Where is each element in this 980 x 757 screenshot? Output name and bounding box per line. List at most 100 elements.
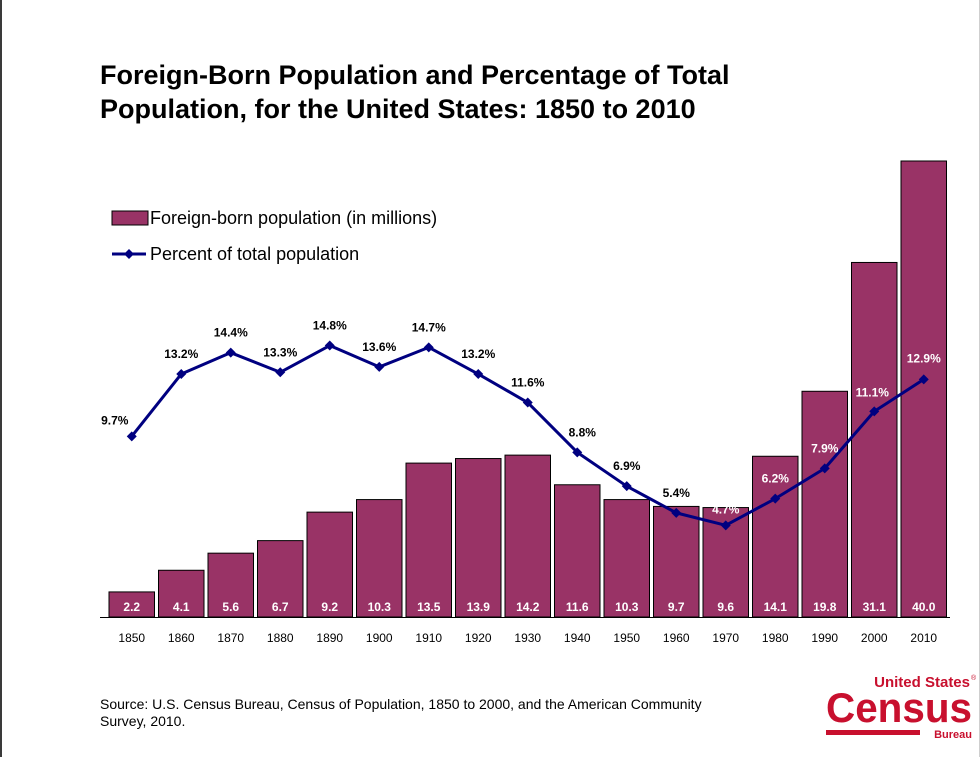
x-tick-label-1930: 1930 — [514, 631, 541, 645]
x-tick-label-1940: 1940 — [564, 631, 591, 645]
bar-1910 — [405, 462, 452, 618]
source-note-line-2: Survey, 2010. — [100, 713, 186, 729]
x-tick-label-1970: 1970 — [712, 631, 739, 645]
percent-label-1970: 4.7% — [712, 502, 740, 516]
bar-1890 — [306, 511, 353, 618]
bar-value-label-1850: 2.2 — [123, 600, 140, 614]
x-tick-label-1990: 1990 — [811, 631, 838, 645]
chart-title: Foreign-Born Population and Percentage o… — [100, 58, 860, 126]
percent-label-1960: 5.4% — [663, 486, 691, 500]
x-tick-label-1890: 1890 — [316, 631, 343, 645]
bar-value-label-1940: 11.6 — [566, 600, 589, 614]
bar-value-label-1960: 9.7 — [668, 600, 685, 614]
percent-marker-1920 — [473, 369, 484, 380]
percent-label-1980: 6.2% — [762, 472, 790, 486]
chart-title-line-1: Foreign-Born Population and Percentage o… — [100, 60, 730, 90]
bar-value-label-1990: 19.8 — [813, 600, 837, 614]
percent-marker-1890 — [324, 340, 335, 351]
x-tick-label-1980: 1980 — [762, 631, 789, 645]
bar-value-label-1980: 14.1 — [764, 600, 788, 614]
percent-label-1860: 13.2% — [164, 347, 198, 361]
percent-label-1940: 8.8% — [569, 425, 597, 439]
percent-label-1900: 13.6% — [362, 340, 396, 354]
x-tick-label-1920: 1920 — [465, 631, 492, 645]
bar-1920 — [455, 458, 502, 618]
bar-value-label-2000: 31.1 — [863, 600, 887, 614]
percent-marker-1910 — [423, 342, 434, 353]
percent-marker-1880 — [275, 367, 286, 378]
percent-label-2000: 11.1% — [856, 385, 890, 399]
percent-marker-1930 — [522, 397, 533, 408]
percent-label-1950: 6.9% — [613, 459, 641, 473]
bar-1990 — [801, 390, 848, 618]
percent-marker-1870 — [225, 347, 236, 358]
bar-1940 — [554, 484, 601, 618]
bar-value-label-1890: 9.2 — [321, 600, 338, 614]
bar-1980 — [752, 455, 799, 618]
percent-marker-1960 — [671, 507, 682, 518]
logo-underline-bar — [826, 730, 920, 735]
percent-label-1890: 14.8% — [313, 319, 347, 333]
x-tick-label-1850: 1850 — [118, 631, 145, 645]
bar-value-label-1910: 13.5 — [417, 600, 441, 614]
percent-label-1990: 7.9% — [811, 441, 839, 455]
bar-value-label-1970: 9.6 — [717, 600, 734, 614]
percent-label-1930: 11.6% — [511, 376, 545, 390]
legend-line-label: Percent of total population — [150, 244, 359, 264]
logo-main-text: Census — [826, 684, 972, 731]
percent-marker-1980 — [770, 493, 781, 504]
logo-bottom-text: Bureau — [934, 729, 972, 741]
percent-marker-2000 — [869, 406, 880, 417]
source-note-line-1: Source: U.S. Census Bureau, Census of Po… — [100, 696, 702, 712]
x-tick-label-1860: 1860 — [168, 631, 195, 645]
x-tick-label-1960: 1960 — [663, 631, 690, 645]
bar-value-label-1900: 10.3 — [368, 600, 392, 614]
x-tick-label-1950: 1950 — [613, 631, 640, 645]
percent-marker-2010 — [918, 374, 929, 385]
x-tick-label-1870: 1870 — [217, 631, 244, 645]
census-bureau-logo: United States ® Census Bureau — [826, 674, 977, 741]
bar-1960 — [653, 505, 700, 618]
x-tick-label-1880: 1880 — [267, 631, 294, 645]
bar-1870 — [207, 552, 254, 618]
bar-1880 — [257, 540, 304, 618]
x-tick-label-1900: 1900 — [366, 631, 393, 645]
legend-bar-swatch — [111, 210, 149, 226]
bar-value-label-1920: 13.9 — [467, 600, 491, 614]
percent-label-1880: 13.3% — [263, 345, 297, 359]
percent-marker-1990 — [819, 463, 830, 474]
percent-marker-1950 — [621, 481, 632, 492]
bar-value-label-1880: 6.7 — [272, 600, 289, 614]
bar-value-label-2010: 40.0 — [912, 600, 936, 614]
bar-value-label-1930: 14.2 — [516, 600, 540, 614]
percent-marker-1850 — [126, 431, 137, 442]
x-tick-label-1910: 1910 — [415, 631, 442, 645]
bar-value-label-1870: 5.6 — [222, 600, 239, 614]
x-tick-label-2000: 2000 — [861, 631, 888, 645]
legend-bar-label: Foreign-born population (in millions) — [150, 208, 437, 228]
percent-label-1870: 14.4% — [214, 326, 248, 340]
bar-value-label-1950: 10.3 — [615, 600, 639, 614]
source-note: Source: U.S. Census Bureau, Census of Po… — [100, 696, 820, 730]
percent-marker-1970 — [720, 520, 731, 531]
bar-1900 — [356, 499, 403, 618]
bar-1950 — [603, 499, 650, 618]
bar-1930 — [504, 454, 551, 618]
logo-trademark: ® — [971, 674, 977, 682]
percent-label-2010: 12.9% — [907, 351, 941, 365]
logo-top-text: United States — [874, 674, 970, 691]
percent-label-1850: 9.7% — [101, 413, 129, 427]
frame-left-border — [0, 0, 2, 757]
percent-label-1910: 14.7% — [412, 320, 446, 334]
percent-marker-1940 — [572, 447, 583, 458]
bar-1860 — [158, 569, 205, 618]
chart-title-line-2: Population, for the United States: 1850 … — [100, 94, 696, 124]
legend-line-marker — [124, 249, 134, 259]
percent-label-1920: 13.2% — [461, 347, 495, 361]
percent-marker-1860 — [176, 369, 187, 380]
x-tick-label-2010: 2010 — [910, 631, 937, 645]
bar-value-label-1860: 4.1 — [173, 600, 190, 614]
bar-1850 — [108, 591, 155, 618]
bar-2000 — [851, 261, 898, 618]
